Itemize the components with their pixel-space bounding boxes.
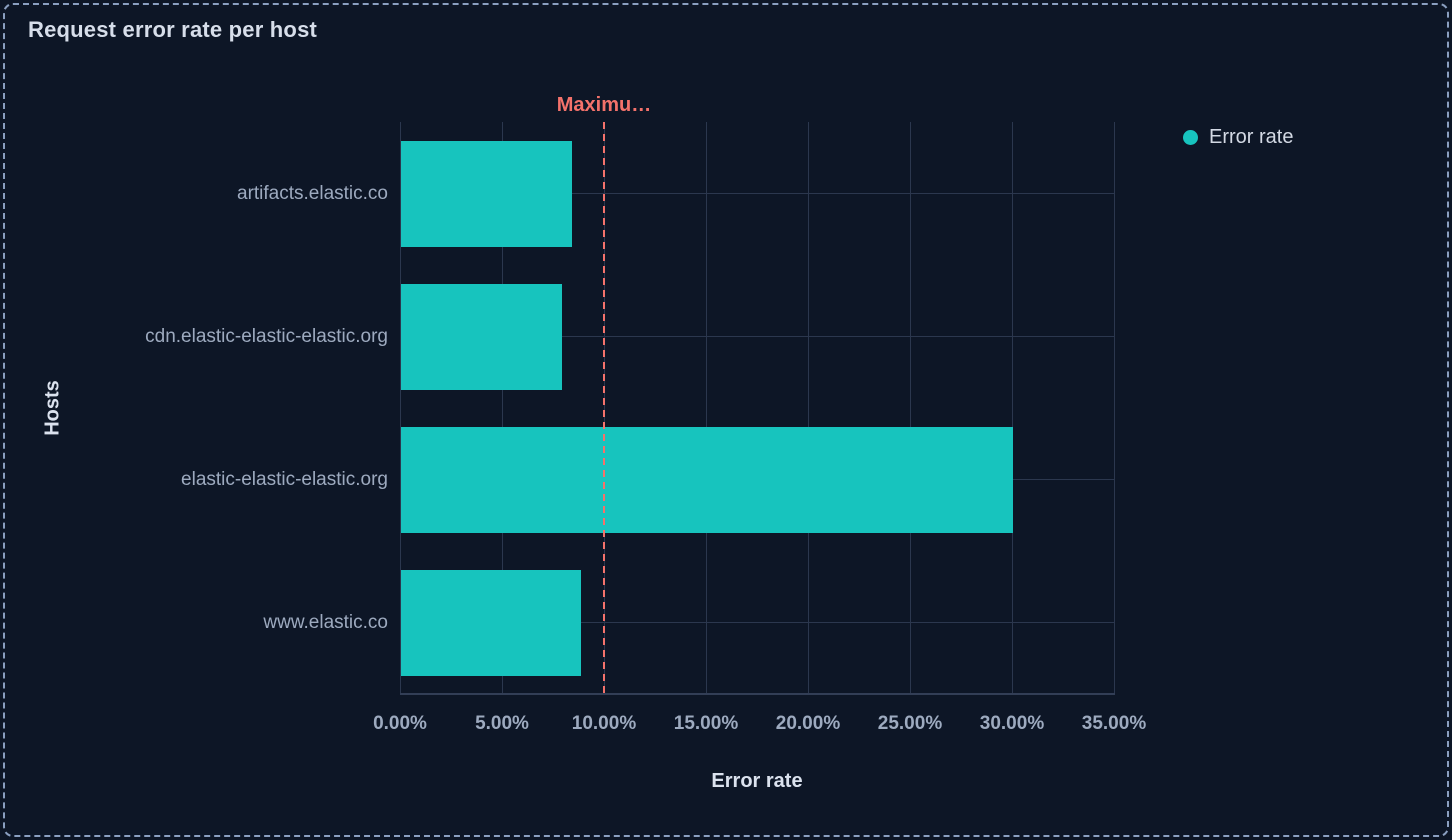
grid-line-vertical xyxy=(807,122,809,694)
y-axis-title: Hosts xyxy=(41,380,64,436)
x-axis-tick-label: 5.00% xyxy=(475,713,529,734)
x-axis-title: Error rate xyxy=(711,770,803,792)
grid-line-vertical xyxy=(909,122,911,694)
grid-line-vertical xyxy=(1011,122,1013,694)
grid-line-horizontal xyxy=(400,622,1114,623)
grid-line-vertical xyxy=(501,122,503,694)
chart-bar[interactable] xyxy=(401,283,563,390)
grid-line-horizontal xyxy=(400,336,1114,337)
x-axis-tick-label: 25.00% xyxy=(877,713,943,734)
chart-bar[interactable] xyxy=(401,426,1013,533)
y-axis-category-label: elastic-elastic-elastic.org xyxy=(181,468,388,490)
x-axis-tick-label: 35.00% xyxy=(1081,713,1147,734)
x-axis-line xyxy=(400,693,1115,695)
chart-bar[interactable] xyxy=(401,140,573,247)
legend-series-dot xyxy=(1183,130,1198,145)
x-axis-tick-label: 30.00% xyxy=(979,713,1045,734)
y-axis-category-label: www.elastic.co xyxy=(263,611,388,633)
x-axis-tick-label: 20.00% xyxy=(775,713,841,734)
panel-title: Request error rate per host xyxy=(28,17,318,42)
grid-line-vertical xyxy=(705,122,707,694)
y-axis-category-label: artifacts.elastic.co xyxy=(237,182,388,204)
threshold-line xyxy=(603,122,605,694)
grid-line-vertical xyxy=(1113,122,1115,694)
chart-bar[interactable] xyxy=(401,569,581,676)
legend-series-label: Error rate xyxy=(1209,126,1294,148)
threshold-annotation-label: Maximu… xyxy=(556,94,652,116)
legend: Error rate xyxy=(1183,126,1293,149)
x-axis-tick-label: 10.00% xyxy=(571,713,637,734)
grid-line-horizontal xyxy=(400,193,1114,194)
x-axis-tick-label: 0.00% xyxy=(373,713,427,734)
grid-line-vertical xyxy=(399,122,401,694)
y-axis-category-label: cdn.elastic-elastic-elastic.org xyxy=(145,325,388,347)
x-axis-tick-label: 15.00% xyxy=(673,713,739,734)
legend-item-error-rate[interactable]: Error rate xyxy=(1183,126,1293,149)
